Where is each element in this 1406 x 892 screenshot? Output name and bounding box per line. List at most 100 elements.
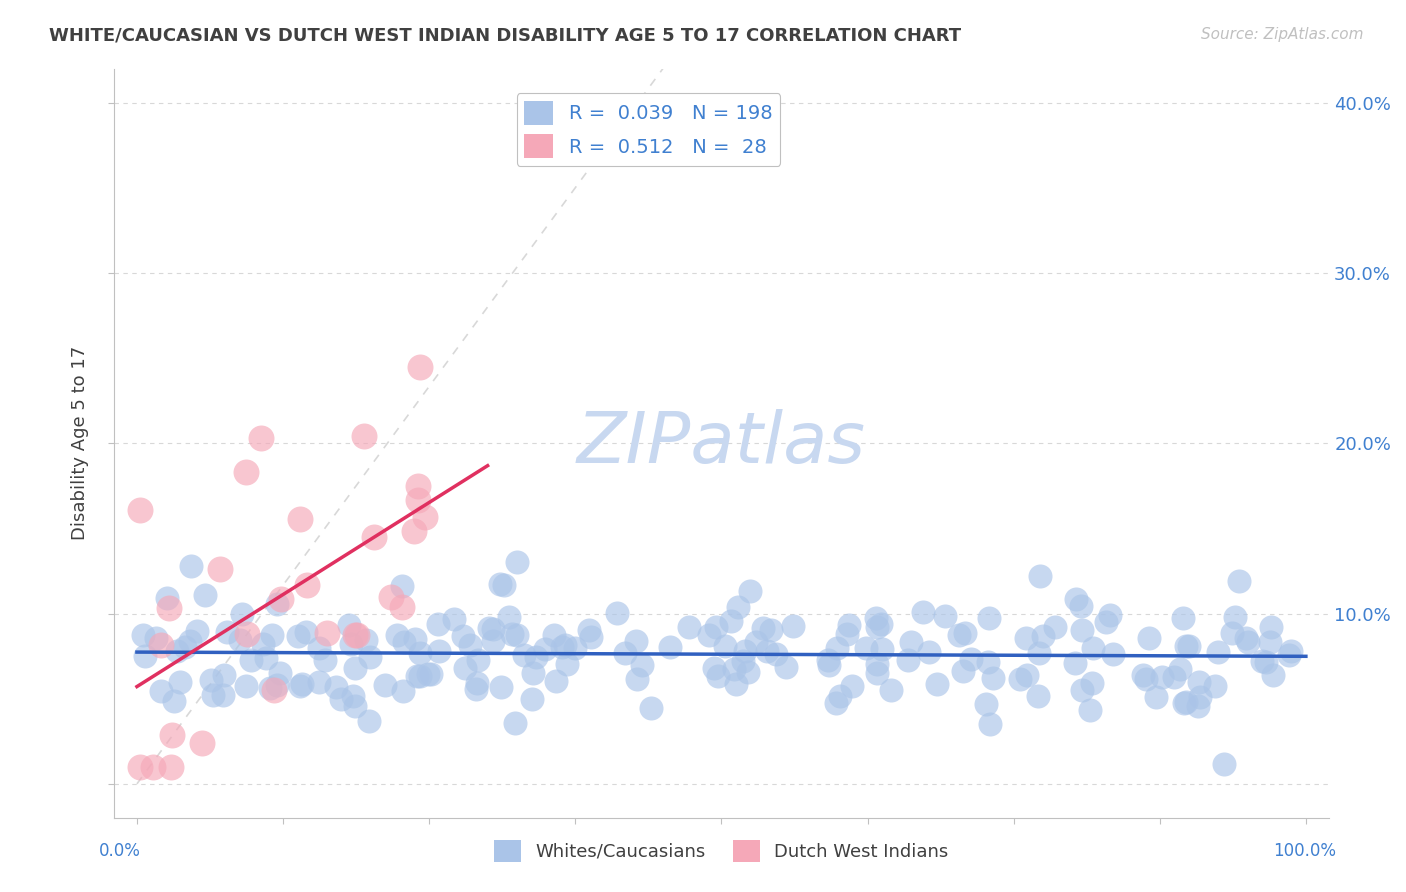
Point: [1132, 668, 1154, 682]
Point: [512, 648, 534, 663]
Point: [1026, 689, 1049, 703]
Point: [1278, 648, 1301, 662]
Point: [1152, 670, 1174, 684]
Point: [173, 640, 195, 655]
Point: [953, 625, 976, 640]
Point: [259, 681, 281, 696]
Point: [1168, 662, 1191, 676]
Point: [838, 618, 860, 632]
Point: [235, 465, 257, 479]
Point: [269, 666, 291, 681]
Point: [1144, 690, 1167, 704]
Point: [1135, 673, 1157, 687]
Point: [818, 657, 841, 672]
Point: [478, 621, 501, 635]
Point: [498, 610, 520, 624]
Point: [346, 628, 368, 642]
Point: [756, 644, 779, 658]
Y-axis label: Disability Age 5 to 17: Disability Age 5 to 17: [72, 346, 89, 541]
Text: 100.0%: 100.0%: [1272, 842, 1336, 860]
Point: [343, 661, 366, 675]
Point: [745, 635, 768, 649]
Point: [1251, 654, 1274, 668]
Point: [212, 667, 235, 681]
Point: [534, 641, 557, 656]
Point: [427, 617, 450, 632]
Point: [409, 360, 432, 375]
Point: [1237, 635, 1260, 649]
Point: [262, 628, 284, 642]
Point: [979, 717, 1001, 731]
Point: [506, 628, 529, 642]
Point: [1010, 672, 1032, 686]
Point: [765, 647, 787, 661]
Point: [236, 627, 259, 641]
Point: [1234, 631, 1257, 645]
Point: [429, 644, 451, 658]
Point: [631, 657, 654, 672]
Point: [160, 760, 183, 774]
Point: [186, 624, 208, 638]
Point: [544, 674, 567, 689]
Point: [458, 638, 481, 652]
Point: [1070, 624, 1092, 638]
Point: [229, 633, 252, 648]
Point: [925, 677, 948, 691]
Point: [934, 608, 956, 623]
Point: [169, 674, 191, 689]
Point: [1102, 647, 1125, 661]
Point: [1204, 679, 1226, 693]
Point: [209, 562, 232, 576]
Point: [870, 617, 893, 632]
Point: [464, 681, 486, 696]
Point: [1254, 655, 1277, 669]
Point: [613, 646, 636, 660]
Point: [737, 665, 759, 680]
Point: [866, 665, 889, 680]
Point: [707, 669, 730, 683]
Point: [295, 625, 318, 640]
Point: [409, 646, 432, 660]
Point: [974, 698, 997, 712]
Point: [231, 607, 253, 621]
Point: [291, 677, 314, 691]
Point: [1063, 656, 1085, 670]
Point: [824, 696, 846, 710]
Point: [841, 679, 863, 693]
Point: [342, 690, 364, 704]
Point: [1094, 615, 1116, 629]
Point: [163, 694, 186, 708]
Point: [134, 648, 156, 663]
Point: [1279, 644, 1302, 658]
Point: [918, 645, 941, 659]
Point: [467, 675, 489, 690]
Point: [522, 665, 544, 680]
Point: [418, 666, 440, 681]
Point: [948, 628, 970, 642]
Point: [353, 429, 375, 443]
Point: [1015, 631, 1038, 645]
Point: [166, 644, 188, 658]
Point: [215, 624, 238, 639]
Point: [606, 607, 628, 621]
Point: [132, 628, 155, 642]
Point: [1188, 675, 1211, 690]
Point: [727, 599, 749, 614]
Point: [420, 667, 443, 681]
Point: [1081, 640, 1104, 655]
Point: [506, 556, 529, 570]
Point: [180, 558, 202, 573]
Point: [1178, 639, 1201, 653]
Point: [308, 675, 330, 690]
Point: [406, 669, 429, 683]
Text: ZIPatlas: ZIPatlas: [576, 409, 866, 478]
Point: [900, 635, 922, 649]
Point: [817, 653, 839, 667]
Point: [1070, 682, 1092, 697]
Point: [391, 579, 413, 593]
Point: [129, 503, 152, 517]
Point: [1070, 599, 1092, 613]
Point: [288, 512, 311, 526]
Point: [252, 637, 274, 651]
Point: [150, 639, 173, 653]
